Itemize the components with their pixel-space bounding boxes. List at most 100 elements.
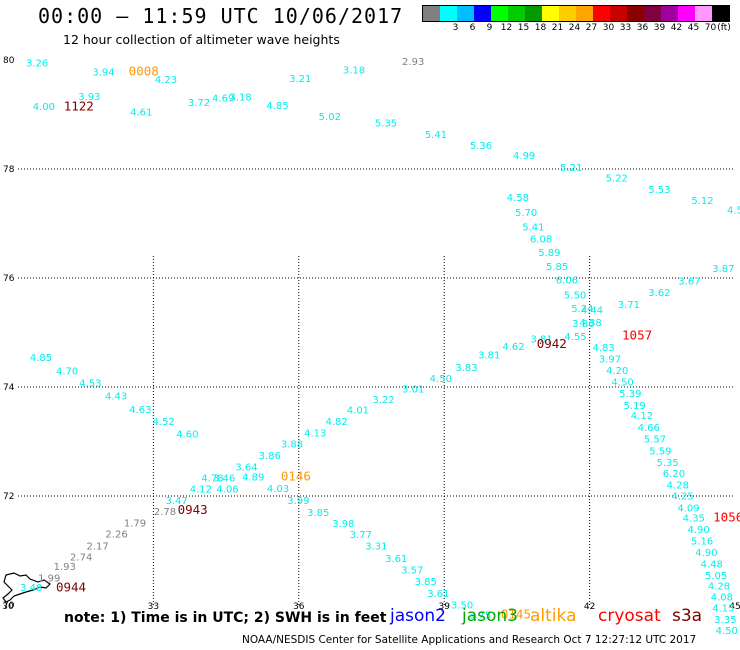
wave-height-label: 4.06: [216, 485, 238, 496]
wave-height-label: 3.35: [714, 615, 736, 626]
wave-height-label: 4.23: [155, 75, 177, 86]
legend-label: 15: [517, 23, 530, 33]
wave-height-label: 4.90: [695, 548, 717, 559]
lat-tick-label: 70: [3, 601, 15, 611]
wave-height-label: 3.67: [678, 277, 700, 288]
pass-time-label: 0008: [129, 63, 159, 78]
wave-height-label: 4.28: [667, 480, 689, 491]
legend-label: 39: [653, 23, 666, 33]
wave-height-label: 4.01: [347, 406, 369, 417]
wave-height-label: 3.98: [332, 519, 354, 530]
wave-height-label: 4.50: [716, 626, 738, 637]
wave-height-label: 4.12: [190, 485, 212, 496]
lat-tick-label: 74: [3, 383, 15, 393]
wave-height-label: 3.99: [287, 496, 309, 507]
legend-swatch: [457, 6, 474, 21]
wave-height-label: 5.41: [522, 223, 544, 234]
wave-height-label: 3.81: [478, 351, 500, 362]
legend-label: 24: [568, 23, 581, 33]
wave-height-label: 3.46: [213, 473, 235, 484]
wave-height-label: 4.25: [672, 491, 694, 502]
lat-tick-label: 72: [3, 492, 14, 502]
wave-height-label: 3.18: [230, 92, 252, 103]
legend-unit: (ft): [717, 23, 731, 33]
coastline: [2, 572, 51, 603]
wave-height-label: 4.50: [611, 377, 633, 388]
legend-label: 18: [534, 23, 547, 33]
wave-height-label: 3.85: [307, 508, 329, 519]
legend-labels: 3 6 9 12 15 18 21 24 27 30 33 36 39 42 45 70 (ft): [422, 22, 731, 34]
wave-height-label: 3.85: [415, 577, 437, 588]
wave-height-label: 4.53: [79, 378, 101, 389]
satellite-key-jason2: jason2: [390, 606, 446, 626]
axis-labels: 30 33 36 39 42 45 70 72 74 76 78 80: [2, 56, 740, 612]
wave-height-label: 3.81: [530, 334, 552, 345]
map-title: 00:00 – 11:59 UTC 10/06/2017: [38, 4, 404, 28]
wave-height-label: 5.50: [564, 291, 586, 302]
legend-swatch: [678, 6, 695, 21]
wave-height-label: 2.93: [402, 57, 424, 68]
wave-height-label: 2.78: [154, 507, 176, 518]
wave-height-label: 4.85: [266, 101, 288, 112]
wave-height-label: 4.44: [581, 305, 603, 316]
legend-label: 6: [469, 23, 476, 33]
wave-height-label: 5.02: [319, 112, 341, 123]
lon-tick-label: 30: [2, 602, 14, 612]
legend-swatch: [695, 6, 712, 21]
wave-height-label: 3.01: [402, 384, 424, 395]
wave-height-label: 3.83: [455, 363, 477, 374]
wave-height-label: 3.72: [188, 98, 210, 109]
wave-height-label: 4.5: [727, 206, 740, 217]
wave-height-label: 3.57: [401, 565, 423, 576]
wave-height-label: 4.13: [304, 429, 326, 440]
pass-time-label: 1056: [713, 510, 740, 525]
wave-height-label: 5.24: [571, 304, 593, 315]
legend-swatch: [525, 6, 542, 21]
pass-time-label: 1122: [64, 99, 94, 114]
wave-height-label: 4.28: [708, 582, 730, 593]
legend-label: 12: [500, 23, 513, 33]
wave-height-label: 4.55: [564, 332, 586, 343]
legend-swatch: [661, 6, 678, 21]
wave-height-label: 3.18: [343, 66, 365, 77]
wave-height-label: 4.20: [606, 366, 628, 377]
wave-height-label: 4.35: [683, 514, 705, 525]
legend-swatch: [610, 6, 627, 21]
lon-tick-label: 39: [438, 602, 450, 612]
wave-height-label: 3.31: [365, 541, 387, 552]
wave-height-label: 5.36: [470, 141, 492, 152]
legend-label: 21: [551, 23, 564, 33]
wave-height-label: 4.08: [711, 593, 733, 604]
wave-height-label: 4.12: [631, 411, 653, 422]
pass-time-label: 0944: [56, 579, 86, 594]
wave-height-label: 3.47: [166, 496, 188, 507]
wave-height-label: 3.77: [350, 530, 372, 541]
wave-height-label: 3.61: [427, 589, 449, 600]
wave-height-label: 5.21: [560, 163, 582, 174]
wave-height-label: 4.00: [33, 102, 55, 113]
legend-swatch: [644, 6, 661, 21]
legend-swatch: [508, 6, 525, 21]
lat-tick-label: 76: [3, 274, 15, 284]
wave-height-label: 5.19: [624, 401, 646, 412]
wave-height-label: 3.88: [281, 439, 303, 450]
wave-height-label: 3.97: [599, 354, 621, 365]
pass-time-label: 0942: [537, 336, 567, 351]
wave-height-label: 5.57: [644, 435, 666, 446]
satellite-key-altika: altika: [530, 606, 577, 626]
color-scale-legend: 3 6 9 12 15 18 21 24 27 30 33 36 39 42 45 70 (ft): [422, 5, 731, 34]
wave-height-label: 4.43: [105, 392, 127, 403]
legend-color-bar: [422, 5, 730, 22]
wave-height-label: 2.26: [105, 529, 127, 540]
legend-label: 33: [619, 23, 632, 33]
wave-height-label: 4.38: [579, 318, 601, 329]
lon-tick-label: 42: [584, 602, 595, 612]
wave-height-label: 4.89: [242, 473, 264, 484]
legend-label: 30: [602, 23, 615, 33]
wave-height-label: 1.79: [124, 519, 146, 530]
wave-height-label: 4.62: [502, 342, 524, 353]
footer-credit: NOAA/NESDIS Center for Satellite Applica…: [242, 634, 697, 646]
wave-height-label: 4.90: [688, 525, 710, 536]
legend-swatch: [712, 6, 729, 21]
